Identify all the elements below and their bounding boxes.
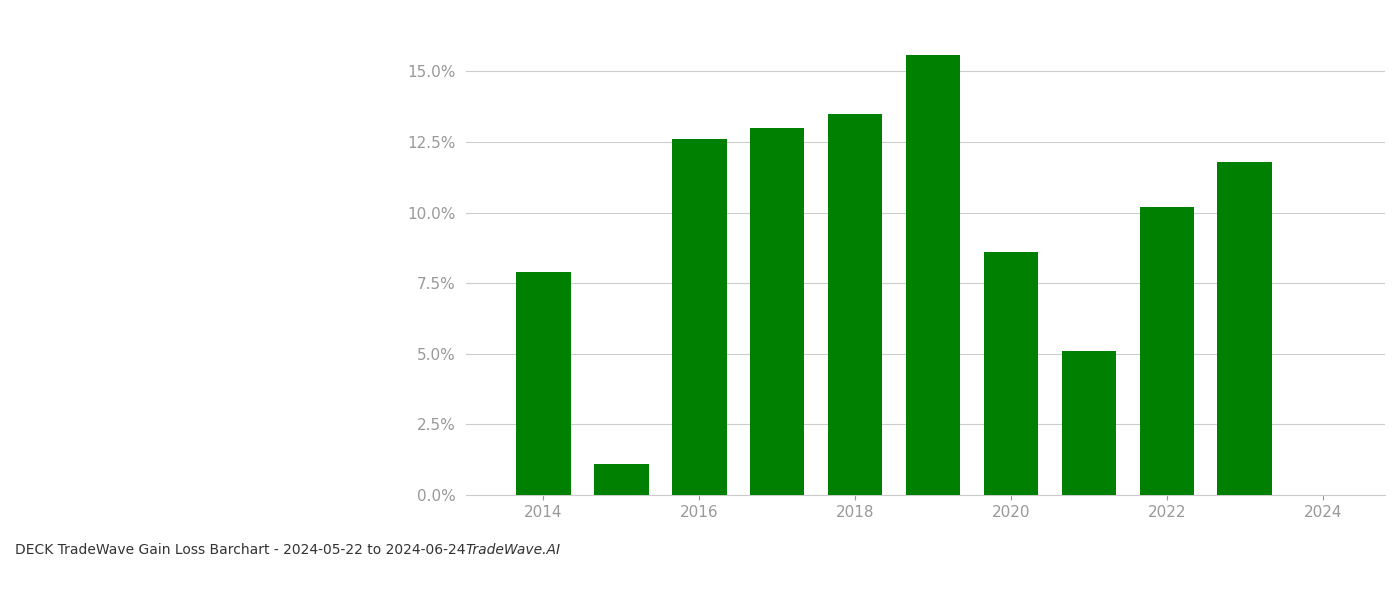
Bar — [1218, 162, 1273, 495]
Bar — [750, 128, 805, 495]
Bar — [984, 252, 1039, 495]
Bar — [906, 55, 960, 495]
Text: DECK TradeWave Gain Loss Barchart - 2024-05-22 to 2024-06-24: DECK TradeWave Gain Loss Barchart - 2024… — [15, 543, 465, 557]
Bar — [517, 272, 571, 495]
Bar — [594, 464, 648, 495]
Bar — [1140, 207, 1194, 495]
Text: TradeWave.AI: TradeWave.AI — [465, 543, 560, 557]
Bar — [672, 139, 727, 495]
Bar — [1061, 351, 1116, 495]
Bar — [827, 114, 882, 495]
